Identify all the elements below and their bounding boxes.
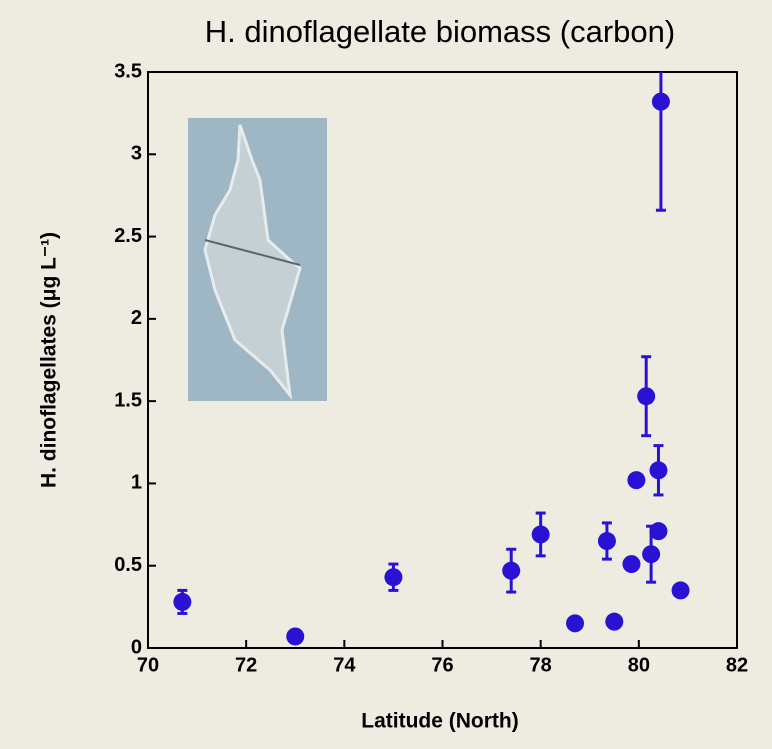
- x-tick-label: 76: [431, 654, 453, 676]
- y-tick-label: 3: [131, 143, 142, 165]
- x-tick-label: 80: [628, 654, 650, 676]
- point: [566, 614, 585, 633]
- point: [649, 461, 668, 480]
- point: [642, 545, 661, 564]
- point: [286, 627, 305, 646]
- point: [531, 525, 550, 544]
- point: [622, 555, 641, 574]
- point: [649, 522, 668, 541]
- x-axis-label: Latitude (North): [361, 710, 518, 733]
- y-tick-label: 1.5: [114, 389, 142, 411]
- point: [384, 568, 403, 587]
- point: [605, 612, 624, 631]
- y-tick-label: 1: [131, 472, 142, 494]
- point: [173, 592, 192, 611]
- point: [627, 471, 646, 490]
- y-axis-label: H. dinoflagellates (μg L⁻¹): [38, 232, 61, 488]
- chart-title: H. dinoflagellate biomass (carbon): [205, 14, 675, 49]
- point: [637, 387, 656, 406]
- point: [502, 561, 521, 580]
- x-tick-label: 78: [530, 654, 552, 676]
- y-tick-label: 3.5: [114, 60, 142, 82]
- x-tick-label: 74: [333, 654, 356, 676]
- data-layer: [173, 72, 690, 646]
- x-tick-label: 82: [726, 654, 748, 676]
- x-tick-label: 72: [235, 654, 257, 676]
- y-tick-label: 2: [131, 307, 142, 329]
- y-tick-label: 0.5: [114, 554, 142, 576]
- inset-photo: [188, 118, 327, 401]
- y-tick-label: 2.5: [114, 225, 142, 247]
- point: [651, 92, 670, 111]
- point: [671, 581, 690, 600]
- x-tick-label: 70: [137, 654, 159, 676]
- point: [597, 532, 616, 551]
- y-tick-label: 0: [131, 636, 142, 658]
